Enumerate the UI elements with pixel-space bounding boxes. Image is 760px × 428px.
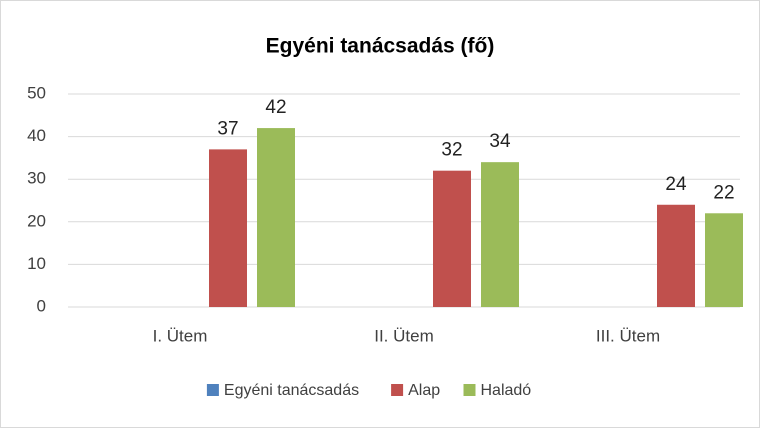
bar xyxy=(209,149,247,307)
y-tick-label: 20 xyxy=(27,211,46,230)
bar xyxy=(705,213,743,307)
x-tick-label: I. Ütem xyxy=(153,326,208,345)
data-label: 22 xyxy=(713,182,734,203)
legend-swatch xyxy=(391,384,404,396)
y-tick-label: 10 xyxy=(27,254,46,273)
data-label: 32 xyxy=(441,140,462,161)
data-label: 37 xyxy=(217,118,238,139)
data-label: 34 xyxy=(489,131,511,152)
y-tick-label: 50 xyxy=(27,83,46,102)
bar xyxy=(657,204,695,307)
chart-title: Egyéni tanácsadás (fő) xyxy=(266,35,495,58)
legend-label: Haladó xyxy=(481,382,532,399)
bar xyxy=(257,128,295,307)
bar xyxy=(433,170,471,307)
y-tick-label: 40 xyxy=(27,126,46,145)
legend-label: Alap xyxy=(408,382,440,399)
y-tick-label: 0 xyxy=(37,296,46,315)
x-tick-label: II. Ütem xyxy=(374,326,434,345)
bar xyxy=(481,162,519,307)
x-tick-label: III. Ütem xyxy=(596,326,660,345)
legend-swatch xyxy=(463,384,476,396)
y-tick-label: 30 xyxy=(27,169,46,188)
legend-swatch xyxy=(206,384,219,396)
data-label: 24 xyxy=(665,174,687,195)
data-label: 42 xyxy=(265,97,286,118)
legend-label: Egyéni tanácsadás xyxy=(224,382,359,399)
